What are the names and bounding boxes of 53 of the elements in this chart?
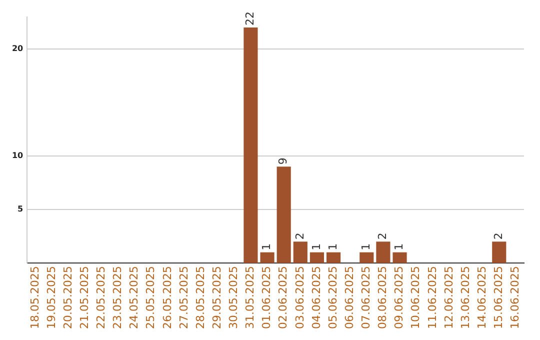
data-label: 1 bbox=[360, 243, 373, 250]
x-tick-label: 28.05.2025 bbox=[194, 266, 207, 330]
x-tick-label: 05.06.2025 bbox=[326, 266, 340, 330]
bar bbox=[492, 242, 506, 264]
bar bbox=[293, 242, 308, 264]
data-label: 22 bbox=[244, 12, 257, 26]
x-tick-label: 23.05.2025 bbox=[111, 266, 124, 330]
data-label: 2 bbox=[293, 232, 306, 240]
x-tick-label: 20.05.2025 bbox=[61, 266, 74, 330]
x-tick-label: 03.06.2025 bbox=[293, 266, 306, 330]
data-label: 1 bbox=[392, 243, 406, 250]
bar bbox=[244, 28, 258, 264]
x-tick-label: 14.06.2025 bbox=[475, 266, 488, 330]
x-tick-label: 06.06.2025 bbox=[342, 266, 356, 330]
y-tick-label: 10 bbox=[12, 151, 24, 160]
x-tick-label: 18.05.2025 bbox=[28, 266, 42, 330]
x-tick-label: 31.05.2025 bbox=[244, 266, 257, 330]
data-label: 9 bbox=[276, 158, 290, 165]
x-tick-label: 29.05.2025 bbox=[210, 266, 224, 330]
data-label: 1 bbox=[260, 243, 274, 250]
bar bbox=[360, 252, 374, 264]
x-tick-label: 10.06.2025 bbox=[409, 266, 422, 330]
x-tick-label: 27.05.2025 bbox=[177, 266, 190, 330]
x-tick-label: 30.05.2025 bbox=[227, 266, 240, 330]
x-tick-label: 25.05.2025 bbox=[144, 266, 158, 330]
data-label: 2 bbox=[492, 232, 505, 240]
data-label: 1 bbox=[310, 243, 323, 250]
x-tick-label: 15.06.2025 bbox=[492, 266, 505, 330]
x-tick-label: 08.06.2025 bbox=[376, 266, 390, 330]
x-tick-label: 24.05.2025 bbox=[128, 266, 141, 330]
bar bbox=[310, 252, 324, 264]
x-tick-label: 16.06.2025 bbox=[508, 266, 522, 330]
x-tick-label: 09.06.2025 bbox=[392, 266, 406, 330]
x-tick-label: 19.05.2025 bbox=[44, 266, 58, 330]
data-label: 2 bbox=[376, 232, 390, 240]
x-tick-label: 11.06.2025 bbox=[426, 266, 439, 330]
bar bbox=[260, 252, 274, 264]
x-tick-label: 04.06.2025 bbox=[310, 266, 323, 330]
bar bbox=[392, 252, 407, 264]
x-tick-label: 02.06.2025 bbox=[276, 266, 290, 330]
x-tick-label: 22.05.2025 bbox=[94, 266, 108, 330]
y-tick-label: 5 bbox=[18, 204, 24, 214]
x-tick-label: 26.05.2025 bbox=[160, 266, 174, 330]
bar bbox=[276, 166, 291, 264]
x-tick-label: 01.06.2025 bbox=[260, 266, 274, 330]
x-tick-label: 12.06.2025 bbox=[442, 266, 456, 330]
x-tick-label: 13.06.2025 bbox=[458, 266, 472, 330]
x-tick-label: 07.06.2025 bbox=[360, 266, 373, 330]
bar bbox=[326, 252, 341, 264]
bar bbox=[376, 242, 390, 264]
x-tick-label: 21.05.2025 bbox=[78, 266, 91, 330]
data-label: 1 bbox=[326, 243, 340, 250]
y-tick-label: 20 bbox=[12, 44, 24, 53]
